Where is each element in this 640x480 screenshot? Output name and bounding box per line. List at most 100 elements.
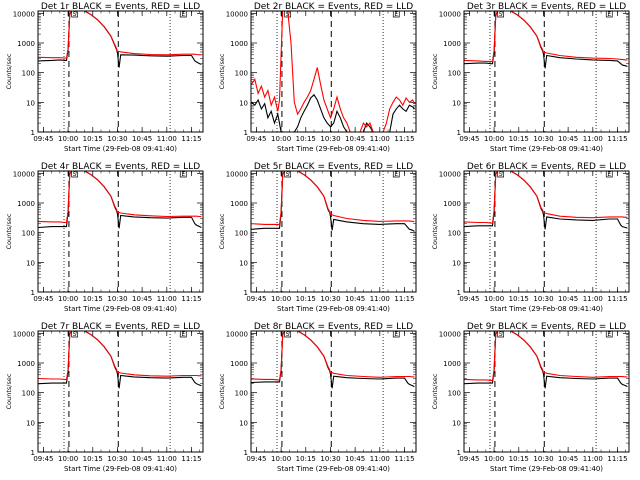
bracket-mark bbox=[497, 11, 505, 18]
y-tick-label: 100 bbox=[448, 70, 461, 78]
x-tick-label: 11:15 bbox=[394, 455, 414, 463]
plot-frame bbox=[463, 10, 630, 133]
bracket-mark bbox=[605, 331, 613, 338]
plot-frame bbox=[250, 10, 417, 133]
panel-det-1: Det 1r BLACK = Events, RED = LLD Counts/s… bbox=[5, 2, 204, 153]
bracket-mark bbox=[179, 11, 187, 18]
x-tick-label: 10:15 bbox=[296, 295, 316, 303]
x-tick-label: 10:00 bbox=[484, 295, 504, 303]
y-tick-label: 1 bbox=[31, 129, 35, 137]
x-tick-label: 10:45 bbox=[558, 135, 578, 143]
x-tick-label: 11:15 bbox=[394, 135, 414, 143]
x-tick-label: 10:30 bbox=[107, 455, 127, 463]
x-tick-label: 10:15 bbox=[296, 455, 316, 463]
x-tick-label: 10:45 bbox=[345, 455, 365, 463]
plot-frame bbox=[37, 10, 204, 133]
bracket-label: E bbox=[181, 331, 185, 338]
y-tick-label: 10 bbox=[452, 259, 461, 267]
lld-series-line bbox=[38, 331, 202, 380]
bracket-label: E bbox=[394, 11, 398, 18]
lld-series-line bbox=[251, 171, 415, 225]
panel-det-9: Det 9r BLACK = Events, RED = LLD Counts/s… bbox=[431, 322, 630, 473]
y-tick-label: 10000 bbox=[439, 330, 461, 338]
y-tick-label: 10000 bbox=[226, 330, 248, 338]
x-tick-label: 10:00 bbox=[271, 295, 291, 303]
y-tick-label: 10 bbox=[239, 419, 248, 427]
x-tick-label: 09:45 bbox=[33, 295, 53, 303]
y-tick-label: 1 bbox=[457, 129, 461, 137]
x-tick-label: 10:00 bbox=[271, 135, 291, 143]
x-tick-label: 10:45 bbox=[558, 455, 578, 463]
y-tick-label: 1 bbox=[457, 449, 461, 457]
x-tick-label: 10:15 bbox=[83, 295, 103, 303]
plot-frame bbox=[250, 170, 417, 293]
x-tick-label: 10:00 bbox=[58, 135, 78, 143]
x-axis-label: Start Time (29-Feb-08 09:41:40) bbox=[277, 465, 390, 473]
y-axis-label: Counts/sec bbox=[218, 213, 226, 249]
bracket-mark bbox=[392, 331, 400, 338]
lld-series-line bbox=[464, 331, 628, 381]
y-tick-label: 100 bbox=[22, 70, 35, 78]
bracket-label: E bbox=[181, 171, 185, 178]
panel-det-5: Det 5r BLACK = Events, RED = LLD Counts/s… bbox=[218, 162, 417, 313]
x-tick-label: 11:00 bbox=[583, 295, 603, 303]
y-tick-label: 1000 bbox=[17, 360, 35, 368]
events-series-line bbox=[38, 11, 202, 68]
lld-series-line bbox=[251, 331, 415, 381]
y-tick-label: 100 bbox=[235, 70, 248, 78]
bracket-mark bbox=[605, 171, 613, 178]
x-tick-label: 10:15 bbox=[509, 135, 529, 143]
panel-title: Det 1r BLACK = Events, RED = LLD bbox=[41, 2, 200, 12]
y-tick-label: 10000 bbox=[13, 170, 35, 178]
y-axis-label: Counts/sec bbox=[5, 373, 13, 409]
y-tick-label: 1 bbox=[244, 289, 248, 297]
x-tick-label: 10:30 bbox=[107, 135, 127, 143]
panel-title: Det 4r BLACK = Events, RED = LLD bbox=[41, 162, 200, 172]
y-tick-label: 10000 bbox=[226, 10, 248, 18]
x-tick-label: 11:15 bbox=[181, 135, 201, 143]
x-tick-label: 11:15 bbox=[181, 295, 201, 303]
y-tick-label: 1000 bbox=[230, 40, 248, 48]
events-series-line bbox=[251, 171, 415, 232]
x-tick-label: 10:30 bbox=[533, 295, 553, 303]
bracket-label: E bbox=[394, 331, 398, 338]
x-tick-label: 10:00 bbox=[58, 455, 78, 463]
bracket-mark bbox=[284, 331, 292, 338]
x-tick-label: 10:00 bbox=[484, 455, 504, 463]
y-tick-label: 10 bbox=[452, 419, 461, 427]
x-tick-label: 10:30 bbox=[533, 135, 553, 143]
x-tick-label: 10:00 bbox=[271, 455, 291, 463]
bracket-mark bbox=[392, 11, 400, 18]
plot-frame bbox=[37, 170, 204, 293]
panel-det-2: Det 2r BLACK = Events, RED = LLD Counts/s… bbox=[218, 2, 417, 153]
y-axis-label: Counts/sec bbox=[218, 53, 226, 89]
panel-det-3: Det 3r BLACK = Events, RED = LLD Counts/s… bbox=[431, 2, 630, 153]
bracket-label: E bbox=[607, 11, 611, 18]
y-tick-label: 10000 bbox=[439, 10, 461, 18]
bracket-label: E bbox=[181, 11, 185, 18]
y-axis-label: Counts/sec bbox=[431, 53, 439, 89]
events-series-line bbox=[251, 93, 415, 132]
x-tick-label: 11:00 bbox=[157, 135, 177, 143]
panel-det-8: Det 8r BLACK = Events, RED = LLD Counts/s… bbox=[218, 322, 417, 473]
x-axis-label: Start Time (29-Feb-08 09:41:40) bbox=[490, 305, 603, 313]
x-tick-label: 11:00 bbox=[370, 135, 390, 143]
bracket-mark bbox=[179, 331, 187, 338]
bracket-mark bbox=[497, 171, 505, 178]
y-tick-label: 100 bbox=[22, 390, 35, 398]
y-tick-label: 1000 bbox=[17, 200, 35, 208]
x-tick-label: 11:00 bbox=[157, 295, 177, 303]
x-tick-label: 10:45 bbox=[345, 295, 365, 303]
panel-title: Det 8r BLACK = Events, RED = LLD bbox=[254, 322, 413, 332]
y-axis-label: Counts/sec bbox=[5, 53, 13, 89]
y-tick-label: 1000 bbox=[230, 200, 248, 208]
y-tick-label: 1 bbox=[31, 449, 35, 457]
panel-title: Det 5r BLACK = Events, RED = LLD bbox=[254, 162, 413, 172]
y-tick-label: 10000 bbox=[13, 10, 35, 18]
panel-det-7: Det 7r BLACK = Events, RED = LLD Counts/s… bbox=[5, 322, 204, 473]
x-tick-label: 10:30 bbox=[320, 455, 340, 463]
bracket-mark bbox=[497, 331, 505, 338]
x-tick-label: 10:15 bbox=[509, 295, 529, 303]
x-axis-label: Start Time (29-Feb-08 09:41:40) bbox=[490, 145, 603, 153]
